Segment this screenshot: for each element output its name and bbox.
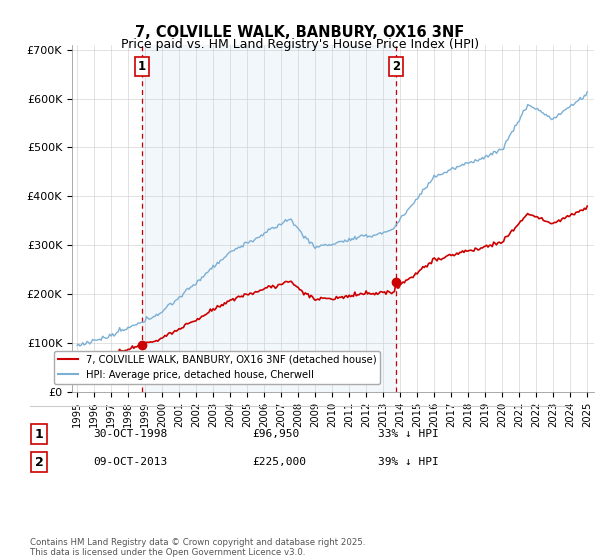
Legend: 7, COLVILLE WALK, BANBURY, OX16 3NF (detached house), HPI: Average price, detach: 7, COLVILLE WALK, BANBURY, OX16 3NF (det… bbox=[53, 351, 380, 384]
Text: £225,000: £225,000 bbox=[252, 457, 306, 467]
Text: Price paid vs. HM Land Registry's House Price Index (HPI): Price paid vs. HM Land Registry's House … bbox=[121, 38, 479, 51]
Text: 30-OCT-1998: 30-OCT-1998 bbox=[93, 429, 167, 439]
Text: 33% ↓ HPI: 33% ↓ HPI bbox=[378, 429, 439, 439]
Text: 7, COLVILLE WALK, BANBURY, OX16 3NF: 7, COLVILLE WALK, BANBURY, OX16 3NF bbox=[136, 25, 464, 40]
Text: 09-OCT-2013: 09-OCT-2013 bbox=[93, 457, 167, 467]
Text: Contains HM Land Registry data © Crown copyright and database right 2025.
This d: Contains HM Land Registry data © Crown c… bbox=[30, 538, 365, 557]
Text: 1: 1 bbox=[138, 60, 146, 73]
Text: 39% ↓ HPI: 39% ↓ HPI bbox=[378, 457, 439, 467]
Text: 2: 2 bbox=[392, 60, 400, 73]
Text: £96,950: £96,950 bbox=[252, 429, 299, 439]
Text: 1: 1 bbox=[35, 427, 43, 441]
Text: 2: 2 bbox=[35, 455, 43, 469]
Bar bbox=[142, 45, 396, 392]
